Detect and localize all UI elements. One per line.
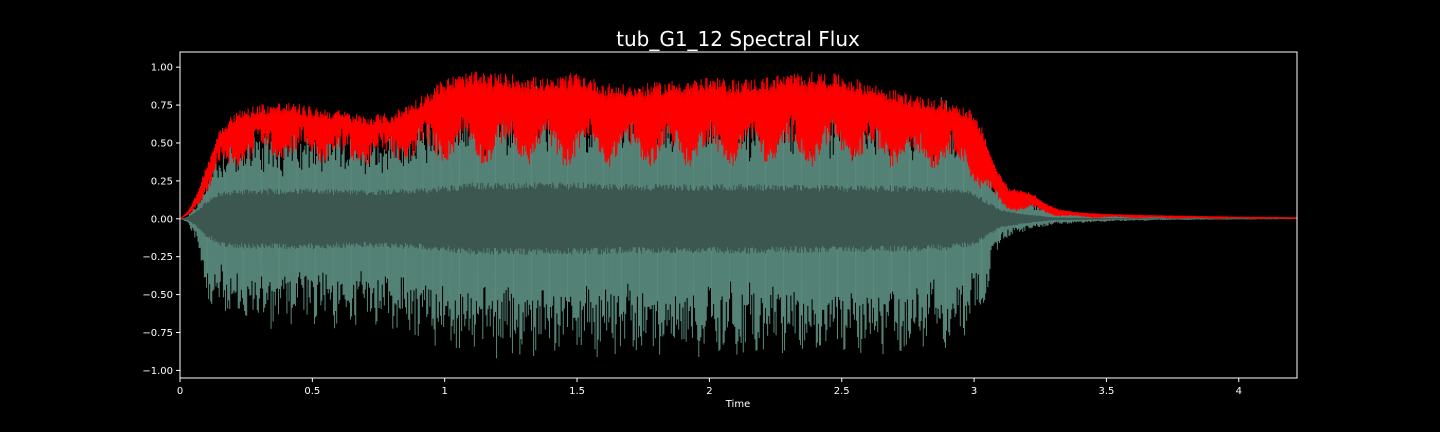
y-tick-label: −0.50: [142, 290, 173, 301]
spectral-flux-series: [180, 71, 1297, 220]
x-tick-label: 4: [1236, 386, 1242, 397]
x-tick-label: 1.5: [569, 386, 585, 397]
x-tick-label: 1: [442, 386, 448, 397]
waveform-core: [180, 182, 1297, 256]
x-axis-label: Time: [725, 399, 750, 410]
x-tick-label: 0.5: [304, 386, 320, 397]
y-tick-label: 0.25: [151, 176, 173, 187]
y-tick-label: 0.75: [151, 101, 173, 112]
axes-frame: [179, 51, 1298, 379]
y-axis: 1.00 0.75 0.50 0.25 0.00 −0.25 −0.50 −0.75 −1.00: [142, 63, 180, 377]
y-tick-label: 0.50: [151, 138, 173, 149]
x-axis: 0 0.5 1 1.5 2 2.5 3 3.5 4: [177, 378, 1242, 397]
x-tick-label: 0: [177, 386, 183, 397]
plot-area: [180, 71, 1297, 359]
chart-title: tub_G1_12 Spectral Flux: [616, 27, 860, 51]
x-tick-label: 3: [971, 386, 977, 397]
x-tick-label: 3.5: [1098, 386, 1114, 397]
y-tick-label: 0.00: [151, 214, 173, 225]
y-tick-label: −0.25: [142, 252, 173, 263]
y-tick-label: −0.75: [142, 328, 173, 339]
x-tick-label: 2.5: [834, 386, 850, 397]
x-tick-label: 2: [706, 386, 712, 397]
y-tick-label: 1.00: [151, 63, 173, 74]
y-tick-label: −1.00: [142, 366, 173, 377]
